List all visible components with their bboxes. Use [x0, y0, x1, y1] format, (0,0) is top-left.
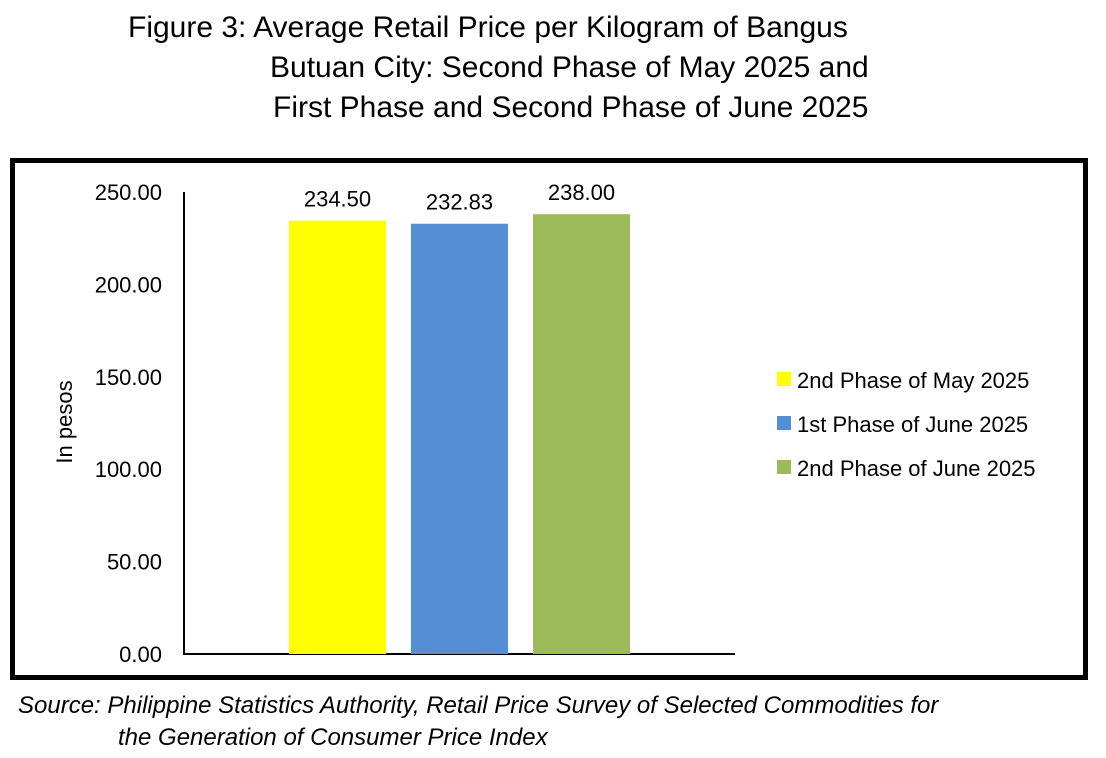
- y-tick-label: 250.00: [95, 180, 162, 205]
- title-line-3: First Phase and Second Phase of June 202…: [273, 91, 869, 124]
- y-tick-label: 50.00: [107, 550, 162, 575]
- y-tick-label: 200.00: [95, 272, 162, 297]
- title-line-1: Figure 3: Average Retail Price per Kilog…: [128, 11, 848, 44]
- legend-swatch-3: [777, 460, 791, 474]
- y-tick-label: 150.00: [95, 365, 162, 390]
- legend-label-2: 1st Phase of June 2025: [797, 412, 1028, 437]
- legend-swatch-2: [777, 416, 791, 430]
- bar-3: [533, 214, 630, 654]
- bar-2: [411, 223, 508, 654]
- data-label-2: 232.83: [426, 190, 493, 215]
- data-label-3: 238.00: [548, 180, 615, 205]
- y-axis-title: In pesos: [52, 380, 77, 463]
- y-tick-label: 100.00: [95, 457, 162, 482]
- title-line-2: Butuan City: Second Phase of May 2025 an…: [270, 51, 869, 84]
- legend-swatch-1: [777, 372, 791, 386]
- chart-frame: [10, 158, 1088, 680]
- source-line-2: the Generation of Consumer Price Index: [118, 724, 548, 751]
- y-tick-label: 0.00: [119, 642, 162, 667]
- bar-1: [289, 220, 386, 655]
- legend-label-1: 2nd Phase of May 2025: [797, 368, 1029, 393]
- legend-label-3: 2nd Phase of June 2025: [797, 456, 1036, 481]
- source-note: Source: Philippine Statistics Authority,…: [18, 690, 938, 754]
- data-label-1: 234.50: [304, 187, 371, 212]
- source-line-1: Source: Philippine Statistics Authority,…: [18, 692, 939, 719]
